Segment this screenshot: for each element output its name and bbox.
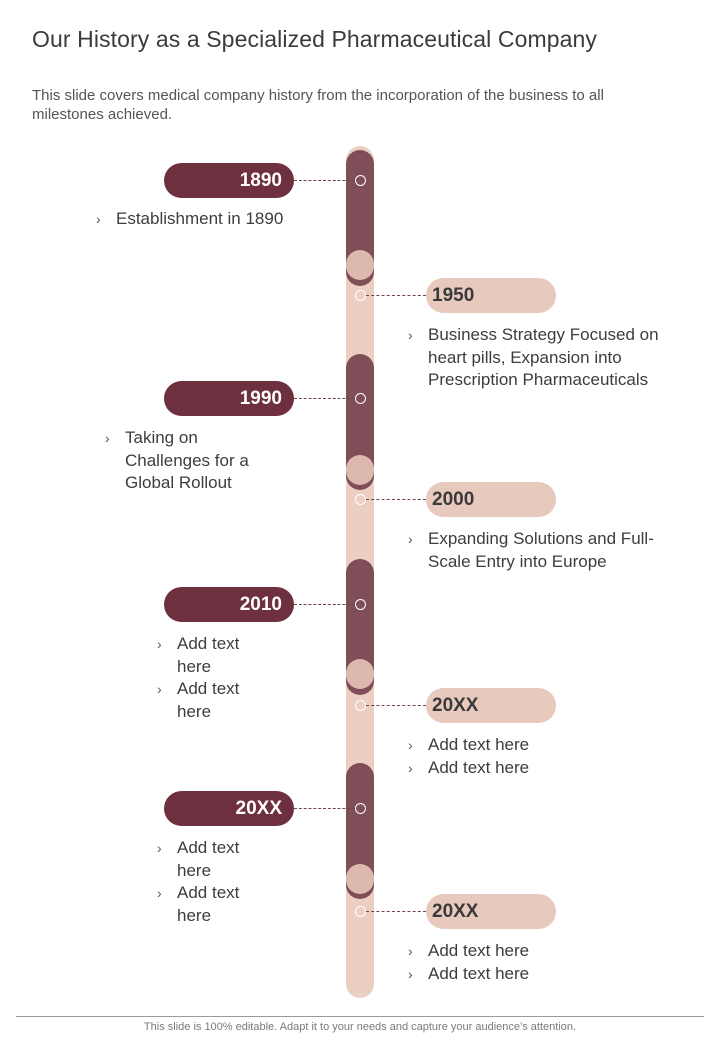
connector-line <box>366 295 426 296</box>
milestone-description: › Taking on Challenges for a Global Rollo… <box>105 427 280 495</box>
bullet-item: › Expanding Solutions and Full-Scale Entr… <box>408 528 693 573</box>
bullet-text: Taking on Challenges for a Global Rollou… <box>125 428 249 492</box>
connector-line <box>366 911 426 912</box>
bullet-item: › Add text here <box>157 678 277 723</box>
chevron-right-icon: › <box>157 636 162 652</box>
chevron-right-icon: › <box>157 885 162 901</box>
chevron-right-icon: › <box>157 681 162 697</box>
bullet-item: › Add text here <box>408 734 668 757</box>
bullet-item: › Add text here <box>408 940 668 963</box>
page-title: Our History as a Specialized Pharmaceuti… <box>32 26 598 52</box>
bullet-text: Add text here <box>428 757 530 777</box>
bullet-item: › Add text here <box>408 757 668 780</box>
timeline-joint <box>346 455 374 485</box>
bullet-text: Add text here <box>428 735 530 754</box>
bullet-item: › Add text here <box>157 882 277 927</box>
timeline-node <box>355 699 366 711</box>
chevron-right-icon: › <box>96 211 101 227</box>
timeline-node <box>355 598 366 610</box>
bullet-item: › Taking on Challenges for a Global Rollo… <box>105 427 280 495</box>
bullet-text: Business Strategy Focused on heart pills… <box>428 325 659 389</box>
bullet-text: Add text here <box>177 679 240 721</box>
milestone-description: › Establishment in 1890 <box>96 208 336 231</box>
bullet-text: Add text here <box>428 963 530 983</box>
bullet-text: Add text here <box>177 883 240 925</box>
timeline-node <box>355 174 366 186</box>
bullet-text: Establishment in 1890 <box>116 209 284 228</box>
timeline-joint <box>346 250 374 280</box>
milestone-description: › Add text here › Add text here <box>157 837 277 927</box>
chevron-right-icon: › <box>105 430 110 446</box>
timeline-node <box>355 493 366 505</box>
milestone-description: › Add text here › Add text here <box>408 940 668 985</box>
connector-line <box>294 180 355 181</box>
timeline-node <box>355 802 366 814</box>
year-pill: 20XX <box>426 893 556 929</box>
page-subtitle: This slide covers medical company histor… <box>32 87 604 123</box>
chevron-right-icon: › <box>408 737 413 753</box>
connector-line <box>294 808 355 809</box>
bullet-item: › Add text here <box>157 633 277 678</box>
chevron-right-icon: › <box>408 759 413 776</box>
footer-note: This slide is 100% editable. Adapt it to… <box>143 1021 577 1033</box>
milestone-description: › Expanding Solutions and Full-Scale Entr… <box>408 528 693 573</box>
connector-line <box>366 705 426 706</box>
bullet-item: › Business Strategy Focused on heart pill… <box>408 324 698 392</box>
milestone-description: › Add text here › Add text here <box>408 734 668 779</box>
connector-line <box>294 398 355 399</box>
chevron-right-icon: › <box>408 531 413 547</box>
year-pill: 1990 <box>164 380 294 416</box>
year-pill: 2010 <box>164 586 294 622</box>
timeline-joint <box>346 864 374 894</box>
timeline-node <box>355 289 366 301</box>
year-pill: 20XX <box>164 790 294 826</box>
bullet-text: Expanding Solutions and Full-Scale Entry… <box>428 529 654 571</box>
bullet-item: › Establishment in 1890 <box>96 208 336 231</box>
chevron-right-icon: › <box>408 965 413 982</box>
year-pill: 2000 <box>426 481 556 517</box>
bullet-text: Add text here <box>428 941 530 960</box>
chevron-right-icon: › <box>408 327 413 343</box>
timeline-node <box>355 905 366 917</box>
timeline-joint <box>346 659 374 689</box>
year-pill: 20XX <box>426 687 556 723</box>
bullet-item: › Add text here <box>157 837 277 882</box>
timeline-node <box>355 392 366 404</box>
year-pill: 1950 <box>426 277 556 313</box>
footer-divider <box>16 1016 704 1017</box>
milestone-description: › Business Strategy Focused on heart pill… <box>408 324 698 392</box>
bullet-text: Add text here <box>177 838 240 880</box>
chevron-right-icon: › <box>157 840 162 856</box>
bullet-item: › Add text here <box>408 963 668 986</box>
connector-line <box>294 604 355 605</box>
chevron-right-icon: › <box>408 943 413 959</box>
milestone-description: › Add text here › Add text here <box>157 633 277 723</box>
year-pill: 1890 <box>164 162 294 198</box>
connector-line <box>366 499 426 500</box>
bullet-text: Add text here <box>177 634 240 676</box>
